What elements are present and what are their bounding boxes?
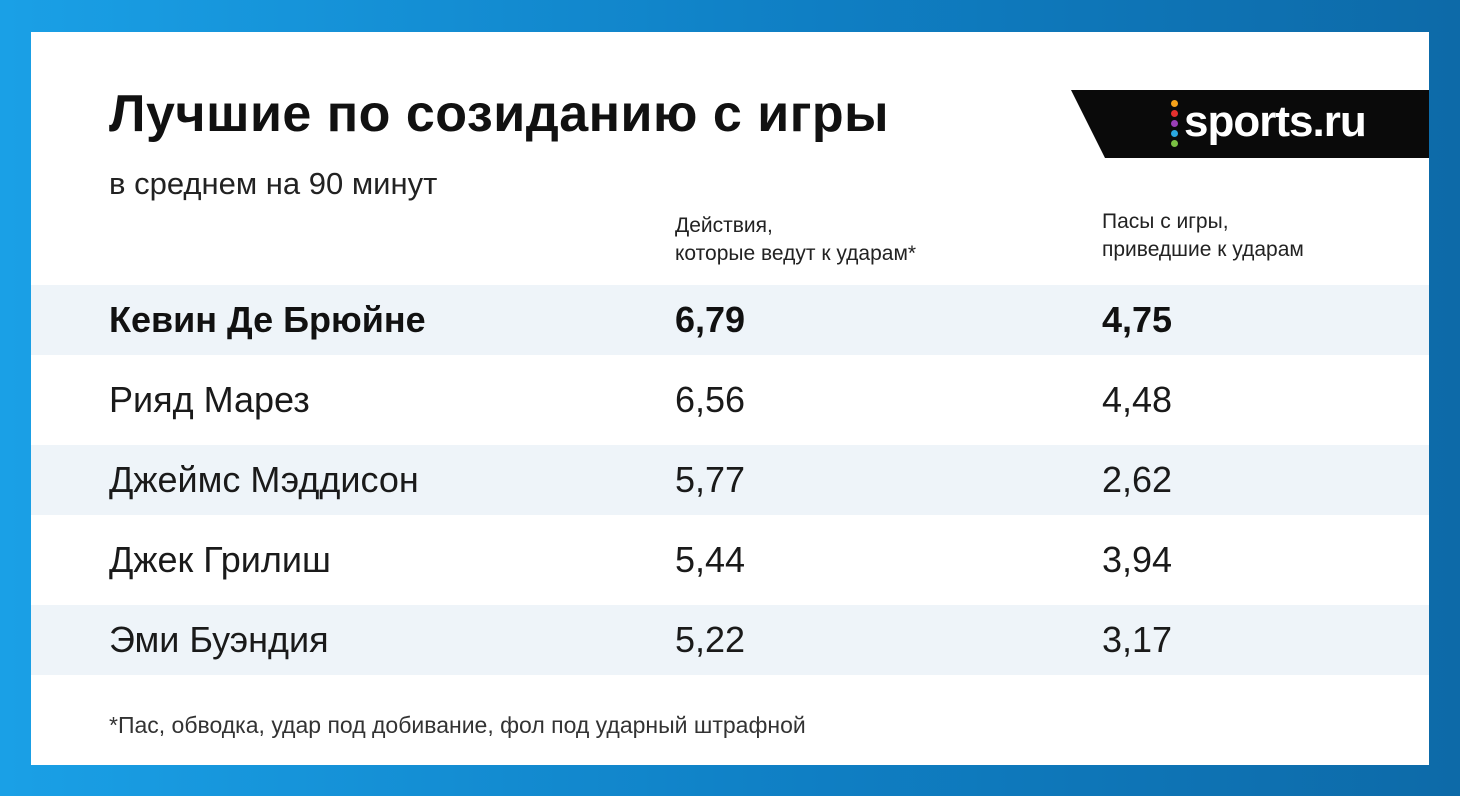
logo-text: sports.ru — [1184, 97, 1367, 146]
players-table: Кевин Де Брюйне 6,79 4,75 Рияд Марез 6,5… — [31, 285, 1429, 685]
player-name: Кевин Де Брюйне — [109, 299, 426, 340]
passes-value: 3,94 — [1102, 539, 1173, 580]
column-header-actions: Действия, которые ведут к ударам* — [675, 214, 917, 265]
passes-value: 4,75 — [1102, 299, 1173, 340]
sports-ru-logo: sports.ru — [1071, 90, 1429, 158]
logo-dot — [1171, 140, 1178, 147]
page-title: Лучшие по созиданию с игры — [109, 85, 890, 143]
passes-value: 4,48 — [1102, 379, 1173, 420]
logo-dot — [1171, 100, 1178, 107]
player-name: Джек Грилиш — [109, 539, 331, 580]
logo-dot — [1171, 110, 1178, 117]
table-row: Кевин Де Брюйне 6,79 4,75 — [31, 285, 1429, 355]
column-header-passes: Пасы с игры, приведшие к ударам — [1102, 210, 1304, 261]
actions-value: 5,44 — [675, 539, 746, 580]
logo-dot — [1171, 130, 1178, 137]
table-row: Эми Буэндия 5,22 3,17 — [31, 605, 1429, 675]
table-row: Рияд Марез 6,56 4,48 — [31, 365, 1429, 435]
actions-value: 6,79 — [675, 299, 746, 340]
passes-value: 2,62 — [1102, 459, 1173, 500]
page-subtitle: в среднем на 90 минут — [109, 166, 438, 201]
player-name: Рияд Марез — [109, 379, 310, 420]
player-name: Джеймс Мэддисон — [109, 459, 419, 500]
logo-dot — [1171, 120, 1178, 127]
table-row: Джеймс Мэддисон 5,77 2,62 — [31, 445, 1429, 515]
actions-value: 5,22 — [675, 619, 746, 660]
passes-value: 3,17 — [1102, 619, 1173, 660]
logo-dots-icon — [1171, 100, 1179, 150]
player-name: Эми Буэндия — [109, 619, 329, 660]
actions-value: 5,77 — [675, 459, 746, 500]
stats-card: Лучшие по созиданию с игры в среднем на … — [31, 32, 1429, 765]
footnote: *Пас, обводка, удар под добивание, фол п… — [109, 712, 806, 738]
table-row: Джек Грилиш 5,44 3,94 — [31, 525, 1429, 595]
actions-value: 6,56 — [675, 379, 746, 420]
